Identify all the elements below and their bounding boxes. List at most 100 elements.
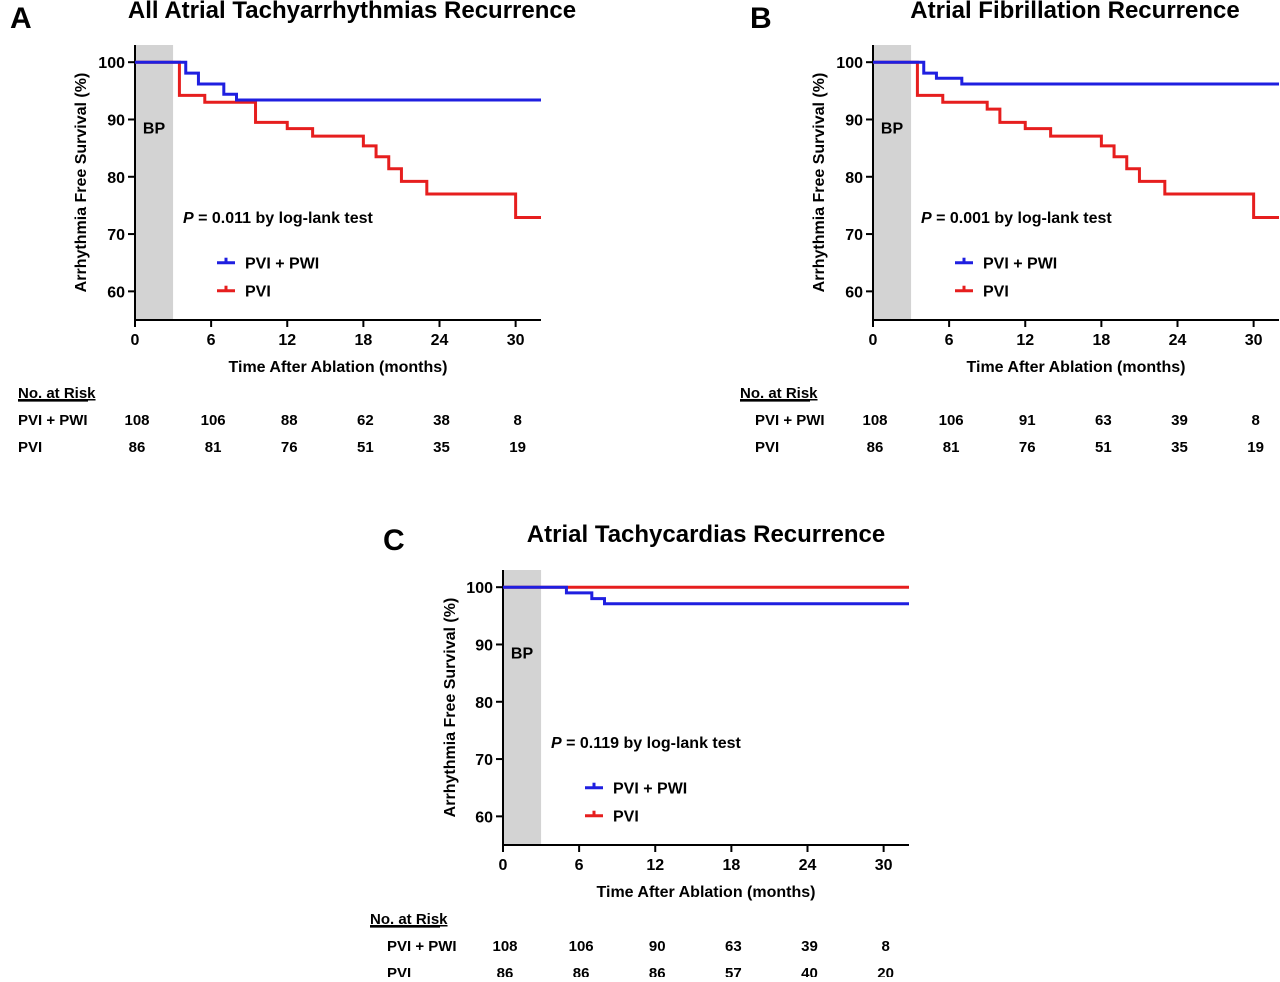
x-tick-label: 0 [131, 332, 140, 349]
y-tick-label: 90 [475, 637, 493, 654]
blanking-period-label: BP [143, 120, 166, 137]
risk-table-header: No. at Risk [18, 385, 96, 402]
series-line-pvi-pwi [873, 60, 1279, 86]
x-tick-label: 6 [207, 332, 216, 349]
x-tick-label: 12 [1016, 332, 1034, 349]
panel-b: B Atrial Fibrillation RecurrenceBP6070809… [740, 0, 1279, 456]
risk-table-value: 81 [943, 439, 960, 456]
risk-table-value: 81 [205, 439, 222, 456]
series-line-pvi-pwi [503, 585, 909, 606]
risk-table-row-label: PVI + PWI [755, 412, 825, 429]
x-tick-label: 30 [1245, 332, 1263, 349]
legend-label: PVI + PWI [245, 256, 319, 273]
risk-table-value: 106 [569, 938, 594, 955]
y-tick-label: 80 [845, 170, 863, 187]
risk-table-value: 91 [1019, 412, 1036, 429]
risk-table-header: No. at Risk [370, 911, 448, 928]
x-tick-label: 0 [869, 332, 878, 349]
risk-table-value: 19 [1247, 439, 1264, 456]
risk-table-value: 57 [725, 965, 742, 977]
panel-a: A All Atrial Tachyarrhythmias Recurrence B… [10, 0, 576, 456]
x-tick-label: 12 [646, 857, 664, 874]
risk-table-value: 108 [124, 412, 149, 429]
risk-table-value: 63 [1095, 412, 1112, 429]
risk-table-value: 106 [201, 412, 226, 429]
blanking-period-shade [503, 570, 542, 845]
risk-table-value: 86 [649, 965, 666, 977]
blanking-period-label: BP [881, 120, 904, 137]
y-tick-label: 100 [98, 55, 125, 72]
series-line-pvi [873, 60, 1279, 219]
x-tick-label: 18 [354, 332, 372, 349]
risk-table-value: 40 [801, 965, 818, 977]
series-line-pvi [135, 60, 541, 219]
risk-table-value: 76 [281, 439, 298, 456]
x-tick-label: 24 [799, 857, 817, 874]
y-tick-label: 70 [475, 752, 493, 769]
x-axis-label: Time After Ablation (months) [967, 359, 1186, 376]
risk-table-value: 86 [497, 965, 514, 977]
risk-table-value: 90 [649, 938, 666, 955]
risk-table-row-label: PVI [18, 439, 42, 456]
x-tick-label: 24 [431, 332, 449, 349]
risk-table-value: 8 [513, 412, 521, 429]
y-tick-label: 60 [107, 284, 125, 301]
x-tick-label: 0 [499, 857, 508, 874]
y-tick-label: 90 [107, 112, 125, 129]
y-tick-label: 60 [475, 809, 493, 826]
blanking-period-shade [135, 45, 174, 320]
y-tick-label: 90 [845, 112, 863, 129]
y-tick-label: 80 [107, 170, 125, 187]
panel-letter: B [750, 2, 772, 35]
x-tick-label: 12 [278, 332, 296, 349]
y-tick-label: 100 [466, 580, 493, 597]
y-tick-label: 60 [845, 284, 863, 301]
risk-table-header: No. at Risk [740, 385, 818, 402]
risk-table-value: 39 [801, 938, 818, 955]
risk-table-value: 76 [1019, 439, 1036, 456]
legend-label: PVI + PWI [613, 781, 687, 798]
y-axis-label: Arrhythmia Free Survival (%) [442, 598, 459, 818]
y-axis-label: Arrhythmia Free Survival (%) [811, 73, 828, 293]
legend-label: PVI [245, 284, 271, 301]
chart-title: Atrial Fibrillation Recurrence [910, 0, 1239, 24]
p-symbol: P [183, 210, 194, 227]
y-tick-label: 80 [475, 695, 493, 712]
p-value-text: = 0.011 by log-lank test [194, 210, 374, 227]
x-tick-label: 6 [575, 857, 584, 874]
legend-label: PVI [613, 809, 639, 826]
p-symbol: P [551, 735, 562, 752]
p-value-annotation: P = 0.011 by log-lank test [183, 210, 374, 227]
y-tick-label: 70 [845, 227, 863, 244]
legend-label: PVI + PWI [983, 256, 1057, 273]
risk-table-value: 35 [1171, 439, 1188, 456]
risk-table-value: 63 [725, 938, 742, 955]
risk-table-value: 19 [509, 439, 526, 456]
p-value-annotation: P = 0.119 by log-lank test [551, 735, 742, 752]
x-tick-label: 6 [945, 332, 954, 349]
x-axis-label: Time After Ablation (months) [597, 884, 816, 901]
risk-table-value: 38 [433, 412, 450, 429]
panel-c: C Atrial Tachycardias RecurrenceBP6070809… [370, 521, 909, 982]
x-tick-label: 18 [722, 857, 740, 874]
risk-table-row-label: PVI + PWI [18, 412, 88, 429]
p-value-text: = 0.119 by log-lank test [562, 735, 742, 752]
x-tick-label: 30 [875, 857, 893, 874]
risk-table-value: 20 [877, 965, 894, 977]
risk-table-value: 86 [129, 439, 146, 456]
y-tick-label: 100 [836, 55, 863, 72]
risk-table-row-label: PVI [387, 965, 411, 977]
risk-table-value: 51 [1095, 439, 1112, 456]
chart-title: All Atrial Tachyarrhythmias Recurrence [128, 0, 576, 24]
risk-table-value: 8 [1251, 412, 1259, 429]
risk-table-value: 106 [939, 412, 964, 429]
blanking-period-label: BP [511, 645, 534, 662]
risk-table-value: 88 [281, 412, 298, 429]
x-tick-label: 30 [507, 332, 525, 349]
panel-letter: C [383, 524, 405, 557]
x-tick-label: 24 [1169, 332, 1187, 349]
chart-title: Atrial Tachycardias Recurrence [527, 521, 885, 548]
p-value-annotation: P = 0.001 by log-lank test [921, 210, 1112, 227]
x-tick-label: 18 [1092, 332, 1110, 349]
